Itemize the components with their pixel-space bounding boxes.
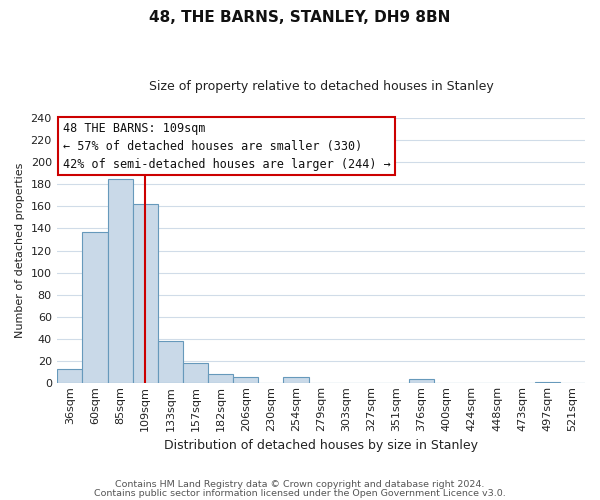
Text: Contains public sector information licensed under the Open Government Licence v3: Contains public sector information licen… bbox=[94, 490, 506, 498]
Text: Contains HM Land Registry data © Crown copyright and database right 2024.: Contains HM Land Registry data © Crown c… bbox=[115, 480, 485, 489]
Bar bbox=[158, 341, 183, 384]
Bar bbox=[283, 376, 308, 384]
Text: 48, THE BARNS, STANLEY, DH9 8BN: 48, THE BARNS, STANLEY, DH9 8BN bbox=[149, 10, 451, 25]
Title: Size of property relative to detached houses in Stanley: Size of property relative to detached ho… bbox=[149, 80, 494, 93]
Bar bbox=[107, 178, 133, 384]
Text: 48 THE BARNS: 109sqm
← 57% of detached houses are smaller (330)
42% of semi-deta: 48 THE BARNS: 109sqm ← 57% of detached h… bbox=[62, 122, 391, 171]
Bar bbox=[535, 382, 560, 384]
Bar bbox=[233, 376, 259, 384]
Bar bbox=[183, 364, 208, 384]
Bar bbox=[58, 369, 82, 384]
Bar bbox=[409, 379, 434, 384]
Y-axis label: Number of detached properties: Number of detached properties bbox=[15, 163, 25, 338]
Bar bbox=[82, 232, 107, 384]
Bar bbox=[133, 204, 158, 384]
X-axis label: Distribution of detached houses by size in Stanley: Distribution of detached houses by size … bbox=[164, 440, 478, 452]
Bar bbox=[208, 374, 233, 384]
